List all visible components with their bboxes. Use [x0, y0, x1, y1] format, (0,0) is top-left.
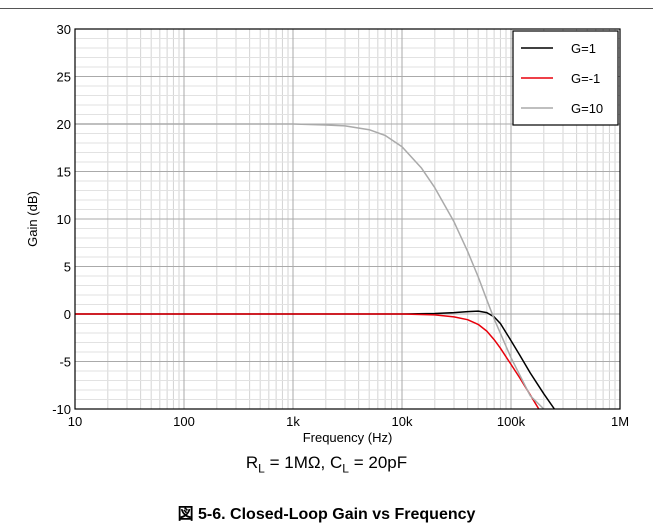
- y-axis-label: Gain (dB): [25, 191, 40, 247]
- c-value: = 20pF: [348, 453, 408, 472]
- series-line-3: [75, 123, 545, 409]
- c-symbol: C: [330, 453, 343, 472]
- plot-frame: [74, 28, 621, 410]
- series-line-2: [75, 313, 540, 409]
- y-tick-label: 30: [57, 22, 71, 37]
- tick-labels: 10 100 1k 10k 100k 1M 30 25 20 15 10 5 0 -5 -10: [52, 22, 629, 429]
- c-subscript: L: [342, 461, 349, 476]
- y-tick-label: -5: [59, 355, 71, 370]
- x-tick-label: 10k: [392, 414, 413, 429]
- legend: G=1 G=-1 G=10: [512, 30, 619, 126]
- top-rule: [0, 8, 653, 9]
- y-tick-label: 20: [57, 117, 71, 132]
- figure-caption: 図 5-6. Closed-Loop Gain vs Frequency: [177, 506, 476, 523]
- y-tick-label: -10: [52, 402, 71, 417]
- r-value: = 1MΩ,: [264, 453, 331, 472]
- r-subscript: L: [258, 461, 265, 476]
- legend-label: G=-1: [571, 71, 600, 86]
- series-line-1: [75, 310, 556, 409]
- y-tick-label: 10: [57, 212, 71, 227]
- legend-label: G=1: [571, 41, 596, 56]
- y-tick-label: 5: [64, 260, 71, 275]
- legend-label: G=10: [571, 101, 603, 116]
- test-conditions: RL = 1MΩ, CL = 20pF: [0, 453, 653, 475]
- y-tick-label: 15: [57, 165, 71, 180]
- y-tick-label: 25: [57, 70, 71, 85]
- r-symbol: R: [245, 453, 259, 472]
- y-tick-label: 0: [64, 307, 71, 322]
- x-tick-label: 1M: [611, 414, 629, 429]
- x-tick-label: 100k: [497, 414, 526, 429]
- series-lines: [75, 123, 556, 409]
- x-axis-label: Frequency (Hz): [303, 430, 393, 445]
- x-tick-label: 1k: [286, 414, 300, 429]
- gain-frequency-chart: 10 100 1k 10k 100k 1M 30 25 20 15 10 5 0 -5 -10 Freque…: [25, 22, 629, 445]
- x-tick-label: 10: [68, 414, 82, 429]
- x-tick-label: 100: [173, 414, 195, 429]
